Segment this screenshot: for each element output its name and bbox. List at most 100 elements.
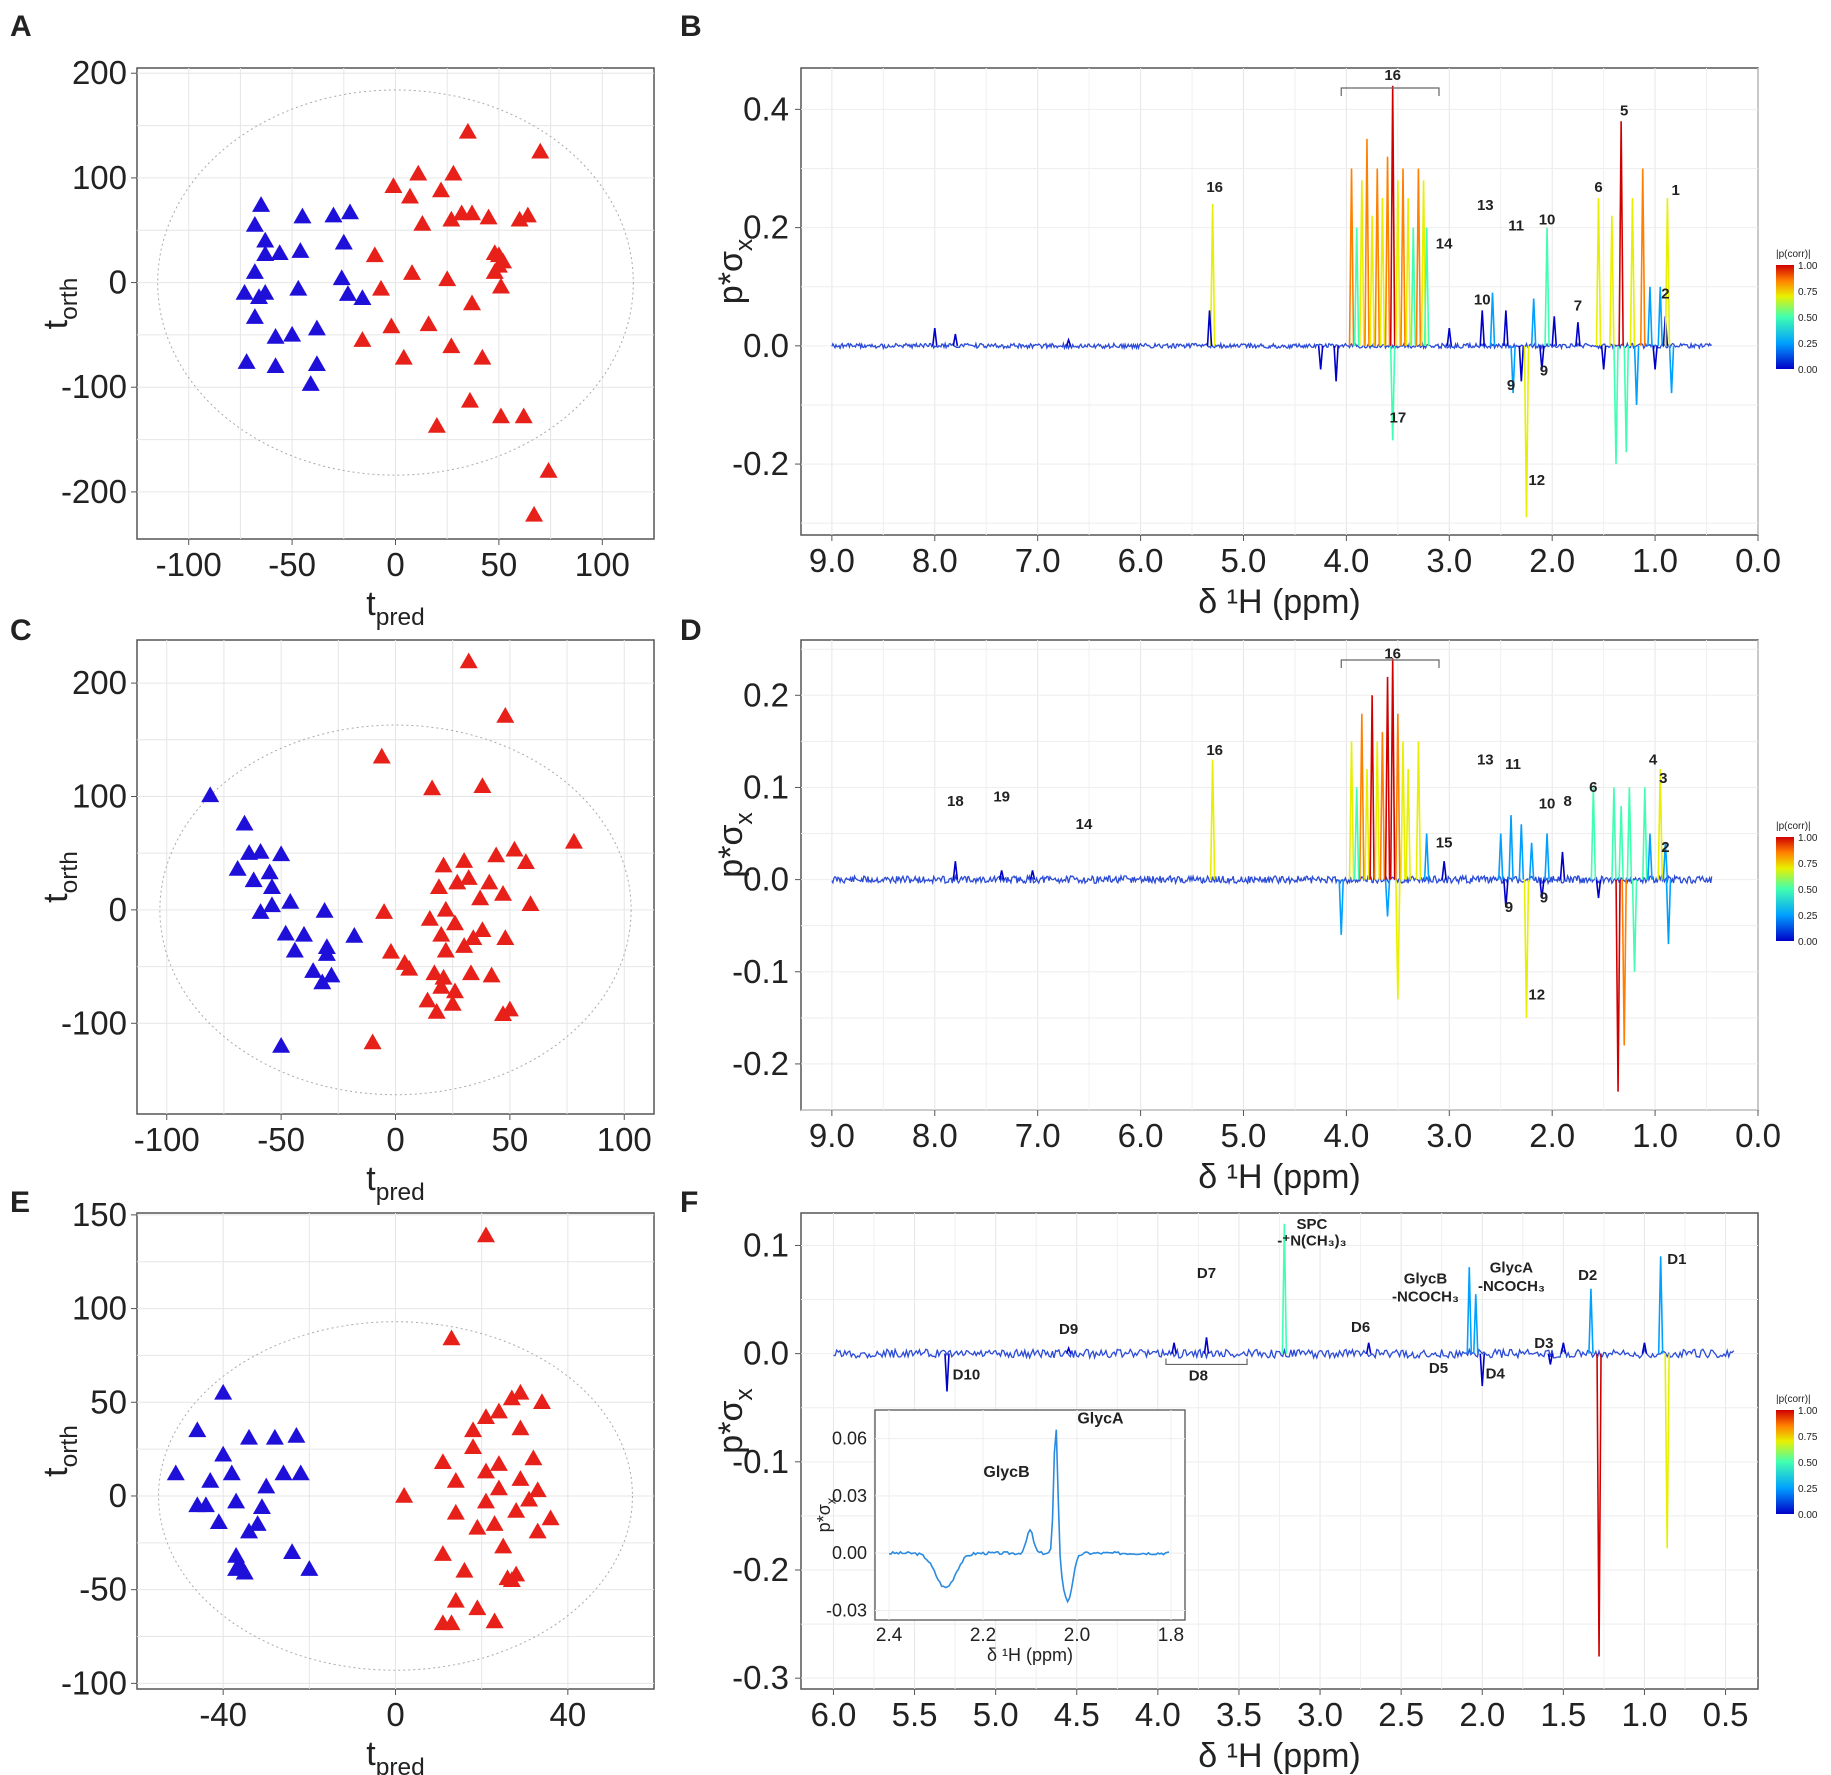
x-tick-label: -100 <box>156 546 222 583</box>
peak-label: 5 <box>1620 102 1628 119</box>
colorbar-tick: 0.75 <box>1798 859 1818 870</box>
peak-label: D1 <box>1667 1251 1686 1268</box>
scatter-point-blue <box>240 1428 259 1445</box>
y-tick-label: 0 <box>109 891 127 928</box>
inset-y-axis-title-sub: x <box>823 1497 838 1504</box>
x-tick-label: 50 <box>492 1121 529 1158</box>
x-tick-label: 5.0 <box>1221 542 1267 579</box>
spectrum-peak <box>1560 1342 1567 1354</box>
spectrum-peak <box>1384 156 1391 346</box>
y-tick-label: -100 <box>61 1004 127 1041</box>
y-tick-label: 150 <box>72 1196 127 1233</box>
y-tick-label: 100 <box>72 777 127 814</box>
scatter-point-red <box>432 925 451 942</box>
scatter-point-blue <box>245 216 264 232</box>
scatter-point-blue <box>227 1492 246 1509</box>
panel-D: D 9.0 8.0 7.0 6.0 5.0 4.0 3.0 2.0 1.0 0.0 -0.2 -0.1 0… <box>680 614 1818 1196</box>
scatter-point-blue <box>293 207 312 224</box>
scatter-point-red <box>494 1537 513 1554</box>
scatter-point-red <box>528 1481 547 1498</box>
peak-label: 13 <box>1477 751 1494 768</box>
spectrum-peak <box>1441 861 1447 880</box>
spectrum-peak <box>1595 198 1602 346</box>
peak-label: 9 <box>1540 362 1548 379</box>
scatter-point-red <box>532 1393 551 1410</box>
spectrum-peak <box>1595 879 1602 899</box>
scatter-point-blue <box>285 941 304 958</box>
peak-label: 18 <box>947 793 964 810</box>
peak-label: D6 <box>1351 1319 1370 1336</box>
x-tick-label: 4.0 <box>1135 1696 1181 1733</box>
peak-label: 6 <box>1594 179 1602 196</box>
peak-label: D9 <box>1059 1321 1078 1338</box>
hotelling-ellipse <box>157 89 634 476</box>
x-tick-label: 1.0 <box>1622 1696 1668 1733</box>
scatter-point-blue <box>222 1464 241 1481</box>
spectrum-peak <box>1405 769 1411 880</box>
spectrum-peak <box>1395 713 1401 880</box>
colorbar-tick: 0.00 <box>1798 937 1818 948</box>
spectrum-peak <box>1353 227 1360 346</box>
spectrum-peak <box>1629 198 1636 346</box>
scatter-point-blue <box>301 375 320 391</box>
y-axis-title: torth <box>37 1425 83 1477</box>
inset-label: GlycA <box>1077 1410 1124 1427</box>
y-tick-label: 0.4 <box>743 90 789 127</box>
spectrum-peak <box>1575 322 1581 346</box>
y-tick-label: -0.1 <box>732 953 789 990</box>
inset-frame <box>874 1409 1186 1621</box>
spectrum-peak <box>1600 345 1607 370</box>
scatter-point-red <box>448 873 467 890</box>
peak-label: D5 <box>1429 1360 1448 1377</box>
spectrum-peak <box>1508 815 1514 880</box>
scatter-point-blue <box>248 1515 267 1531</box>
scatter-point-red <box>459 652 478 669</box>
scatter-point-red <box>485 1515 504 1531</box>
scatter-point-red <box>505 840 524 857</box>
peak-label: 17 <box>1389 410 1406 427</box>
spectrum-peak <box>1384 879 1391 917</box>
scatter-point-blue <box>201 1471 220 1488</box>
inset-y-axis-title-text: p*σx <box>814 1497 838 1532</box>
scatter-point-red <box>511 1419 530 1436</box>
scatter-point-red <box>539 461 558 478</box>
scatter-point-red <box>375 903 394 919</box>
scatter-point-red <box>446 1503 465 1520</box>
scatter-point-red <box>418 991 437 1008</box>
x-tick-label: 40 <box>549 1696 586 1733</box>
scatter-point-red <box>460 391 479 408</box>
scatter-point-blue <box>345 926 364 943</box>
x-axis-title-text: tpred <box>366 1735 424 1775</box>
spectrum-peak <box>1353 787 1360 880</box>
peak-label: D8 <box>1189 1368 1208 1385</box>
scatter-point-blue <box>304 962 323 978</box>
x-axis-title: δ ¹H (ppm) <box>1198 583 1360 621</box>
x-tick-label: 8.0 <box>912 1117 958 1154</box>
x-tick-label: 50 <box>481 546 518 583</box>
scatter-point-red <box>514 407 533 424</box>
spectrum-peak <box>1446 328 1453 346</box>
x-tick-label: 0 <box>386 1696 404 1733</box>
x-tick-label: 0 <box>386 1121 404 1158</box>
scatter-point-blue <box>283 1543 302 1559</box>
scatter-point-blue <box>332 269 351 286</box>
x-axis-title-main: t <box>366 1735 376 1773</box>
scatter-point-red <box>518 206 537 223</box>
y-axis-title-sub: orth <box>56 851 83 893</box>
x-tick-label: 6.0 <box>1118 1117 1164 1154</box>
x-axis-title-main: t <box>366 585 376 623</box>
bracket <box>1165 1358 1248 1366</box>
y-tick-label: 0.0 <box>743 1335 789 1372</box>
scatter-point-red <box>463 294 482 311</box>
scatter-point-red <box>528 1522 547 1539</box>
panels-layer: A-100 -50 0 50 100-200-1000100200tpredtorthC… <box>10 10 1818 1775</box>
x-tick-label: 9.0 <box>809 1117 855 1154</box>
spectrum-peak <box>1379 198 1386 346</box>
colorbar-tick: 1.00 <box>1798 1406 1818 1417</box>
scatter-point-red <box>420 909 439 926</box>
x-tick-label: 4.0 <box>1323 1117 1369 1154</box>
y-tick-label: -100 <box>61 1664 127 1701</box>
x-tick-label: -100 <box>134 1121 200 1158</box>
scatter-point-red <box>489 1479 508 1496</box>
